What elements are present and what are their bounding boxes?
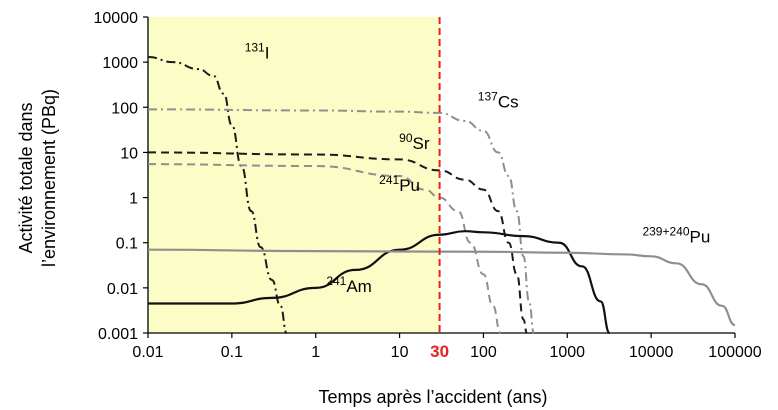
x-tick-label: 1000 bbox=[549, 344, 585, 361]
series-label: 90Sr bbox=[399, 131, 430, 153]
series-label: 241Am bbox=[326, 274, 372, 296]
y-tick-label: 0.01 bbox=[107, 281, 138, 298]
series-line-am-241 bbox=[148, 230, 611, 335]
axes: 0.01 0.1 1 10 100 1000 10000 1000000.0010.010.1… bbox=[94, 10, 762, 361]
x-tick-label: 10000 bbox=[629, 344, 674, 361]
curve-labels: 131I 137Cs 90Sr 241Pu 241Am 239+240Pu 30 bbox=[245, 41, 711, 361]
y-tick-label: 10 bbox=[120, 145, 138, 162]
series-label: 241Pu bbox=[379, 173, 420, 195]
x-tick-label: 100000 bbox=[708, 344, 761, 361]
x-tick-label: 0.01 bbox=[132, 344, 163, 361]
y-tick-label: 100 bbox=[111, 100, 138, 117]
vertical-marker-label: 30 bbox=[430, 342, 449, 361]
x-tick-label: 1 bbox=[311, 344, 320, 361]
series-label: 137Cs bbox=[478, 89, 519, 111]
y-tick-label: 1000 bbox=[102, 55, 138, 72]
y-tick-label: 0.001 bbox=[98, 326, 138, 343]
x-tick-label: 0.1 bbox=[221, 344, 243, 361]
y-tick-label: 10000 bbox=[94, 10, 139, 27]
series-label: 131I bbox=[245, 41, 270, 63]
series-line-cs-137 bbox=[147, 108, 535, 334]
highlight-region bbox=[148, 17, 440, 333]
y-axis-title-line2: l’environnement (PBq) bbox=[39, 89, 59, 267]
x-axis-title: Temps après l’accident (ans) bbox=[318, 387, 547, 407]
series-line-i-131 bbox=[147, 55, 288, 334]
series-label: 239+240Pu bbox=[642, 225, 710, 247]
x-tick-label: 10 bbox=[391, 344, 409, 361]
y-tick-label: 1 bbox=[129, 191, 138, 208]
y-axis-title-line1: Activité totale dans bbox=[16, 102, 36, 253]
x-tick-label: 100 bbox=[470, 344, 497, 361]
y-tick-label: 0.1 bbox=[116, 236, 138, 253]
series-line-pu-239-240 bbox=[147, 248, 736, 327]
